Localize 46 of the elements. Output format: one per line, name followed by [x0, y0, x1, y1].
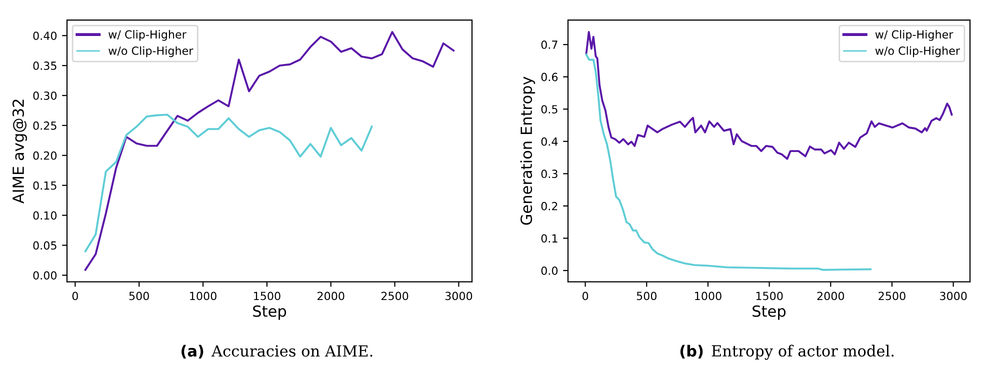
y-tick-label: 0.7 [541, 40, 558, 49]
text: Accuracies on AIME. [211, 345, 372, 357]
text: Entropy of actor model. [712, 344, 894, 360]
x-tick-label: 500 [636, 292, 656, 300]
text: (a) [182, 344, 204, 359]
legend-label: w/o Clip-Higher [108, 46, 194, 58]
y-tick-label: 0.30 [33, 91, 57, 100]
y-axis-title: AIME avg@32 [12, 100, 27, 204]
x-axis-title: Step [253, 305, 286, 320]
text: (b) [680, 344, 703, 359]
y-tick-label: 0.2 [541, 202, 558, 210]
legend-label: w/o Clip-Higher [875, 46, 960, 58]
x-tick-label: 1000 [695, 292, 722, 300]
line-series [84, 31, 455, 271]
x-tick-label: 3000 [940, 292, 967, 300]
y-tick-label: 0.35 [33, 62, 56, 70]
y-tick-label: 0.15 [33, 181, 56, 190]
y-tick-label: 0.10 [33, 211, 57, 220]
x-tick-label: 1500 [756, 292, 783, 300]
y-tick-label: 0.00 [33, 271, 57, 280]
legend-label: w/ Clip-Higher [875, 30, 954, 41]
y-tick-label: 0.5 [541, 105, 558, 114]
x-tick-label: 2000 [817, 292, 844, 300]
y-tick-label: 0.3 [541, 170, 558, 178]
x-tick-label: 0 [72, 292, 78, 300]
x-tick-label: 3000 [445, 292, 472, 300]
line-series [84, 114, 373, 252]
y-tick-label: 0.20 [33, 151, 57, 160]
y-axis-title: Generation Entropy [520, 76, 536, 225]
x-tick-label: 1000 [190, 292, 216, 300]
y-tick-label: 0.40 [33, 32, 57, 40]
y-tick-label: 0.25 [33, 121, 56, 130]
y-tick-label: 0.0 [541, 266, 558, 275]
x-tick-label: 2500 [878, 292, 906, 300]
y-tick-label: 0.6 [541, 72, 558, 82]
x-axis-title: Step [752, 305, 786, 320]
x-tick-label: 1500 [254, 292, 280, 300]
y-tick-label: 0.05 [33, 241, 56, 250]
x-tick-label: 500 [129, 292, 149, 300]
x-tick-label: 2500 [381, 292, 408, 300]
x-tick-label: 0 [582, 292, 588, 300]
y-tick-label: 0.4 [541, 137, 558, 146]
y-tick-label: 0.1 [541, 234, 558, 243]
line-series [585, 54, 872, 271]
legend-label: w/ Clip-Higher [108, 30, 186, 41]
x-tick-label: 2000 [318, 292, 344, 300]
